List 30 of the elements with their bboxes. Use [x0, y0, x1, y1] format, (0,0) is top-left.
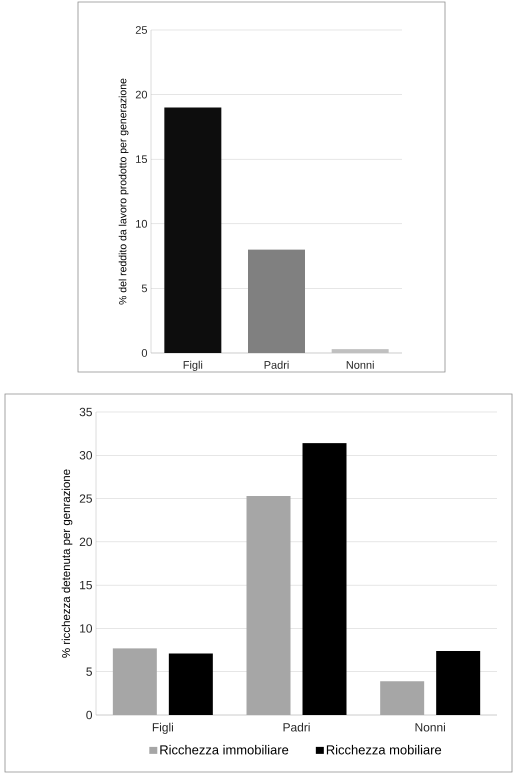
- y-tick-label: 25: [136, 26, 148, 34]
- y-tick-label: 15: [136, 155, 148, 164]
- bar: [436, 650, 480, 715]
- y-tick-label: 20: [136, 90, 148, 98]
- x-tick-label: Figli: [184, 360, 202, 371]
- y-tick-label: 10: [136, 220, 148, 228]
- x-tick-label: Padri: [264, 360, 289, 369]
- bar: [302, 443, 347, 715]
- x-tick-label: Figli: [152, 722, 173, 734]
- y-tick-label: 25: [80, 494, 92, 503]
- y-tick-label: 0: [86, 710, 92, 720]
- legend-label: Ricchezza immobiliare: [160, 744, 288, 754]
- y-axis-title: % del reddito da lavoro prodotto per generazione: [118, 78, 128, 305]
- y-tick-label: 20: [80, 538, 92, 546]
- legend-label: Ricchezza mobiliare: [326, 744, 442, 754]
- y-axis-title: % ricchezza detenuta per genrazione: [62, 469, 72, 658]
- x-tick-label: Nonni: [416, 722, 445, 732]
- bar: [248, 250, 306, 353]
- x-tick-label: Padri: [284, 722, 310, 732]
- bar: [164, 108, 222, 353]
- x-tick-label: Nonni: [346, 360, 374, 369]
- y-tick-label: 5: [142, 284, 148, 292]
- y-tick-label: 0: [142, 349, 148, 357]
- y-tick-label: 10: [80, 624, 92, 633]
- y-tick-label: 15: [80, 580, 92, 590]
- y-tick-label: 5: [86, 668, 92, 676]
- bar: [168, 654, 213, 715]
- y-tick-label: 35: [80, 408, 92, 416]
- bar: [332, 349, 389, 353]
- y-tick-label: 30: [80, 451, 92, 460]
